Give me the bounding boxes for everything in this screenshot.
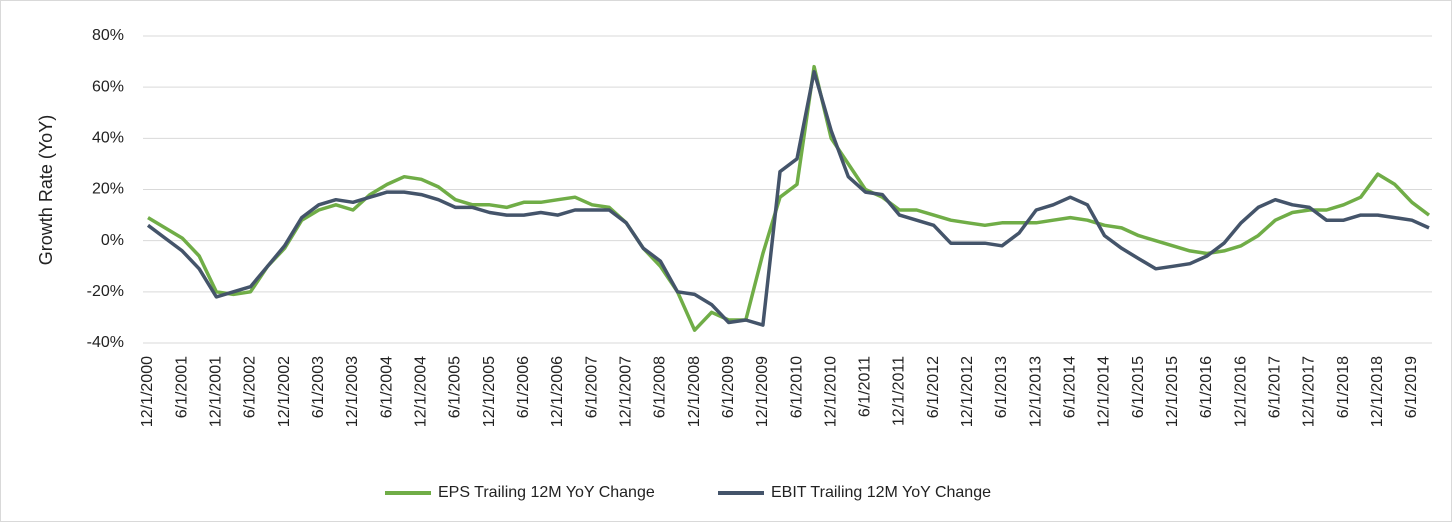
x-tick-label: 12/1/2012 (959, 356, 976, 427)
y-tick-label: 60% (92, 78, 124, 95)
x-tick-label: 6/1/2004 (378, 356, 395, 418)
x-tick-label: 6/1/2005 (447, 356, 464, 418)
x-tick-label: 12/1/2010 (822, 356, 839, 427)
x-tick-label: 6/1/2011 (857, 356, 874, 417)
y-tick-label: -20% (87, 283, 124, 300)
y-axis-label: Growth Rate (YoY) (36, 115, 56, 265)
x-tick-label: 6/1/2012 (925, 356, 942, 418)
x-tick-label: 12/1/2017 (1301, 356, 1318, 427)
x-tick-label: 12/1/2000 (139, 356, 156, 427)
y-tick-label: 80% (92, 27, 124, 44)
x-tick-label: 12/1/2016 (1232, 356, 1249, 427)
x-tick-label: 6/1/2008 (652, 356, 669, 418)
x-tick-label: 12/1/2008 (686, 356, 703, 427)
x-tick-label: 12/1/2004 (412, 356, 429, 427)
x-tick-label: 12/1/2001 (208, 356, 225, 427)
series-line (146, 70, 1430, 327)
x-tick-label: 12/1/2002 (276, 356, 293, 427)
y-tick-label: 20% (92, 181, 124, 198)
x-tick-label: 12/1/2013 (1027, 356, 1044, 427)
x-tick-label: 12/1/2003 (344, 356, 361, 427)
x-tick-label: 6/1/2014 (1062, 356, 1079, 418)
legend-label: EBIT Trailing 12M YoY Change (771, 484, 991, 501)
series-line (147, 64, 1431, 332)
x-tick-label: 12/1/2009 (754, 356, 771, 427)
legend-label: EPS Trailing 12M YoY Change (438, 484, 655, 501)
x-tick-label: 12/1/2011 (891, 356, 908, 426)
x-tick-label: 6/1/2007 (583, 356, 600, 418)
x-tick-label: 6/1/2019 (1403, 356, 1420, 418)
x-tick-label: 6/1/2015 (1130, 356, 1147, 418)
x-tick-label: 6/1/2002 (242, 356, 259, 418)
x-tick-label: 12/1/2007 (617, 356, 634, 427)
x-tick-label: 6/1/2016 (1198, 356, 1215, 418)
x-tick-label: 12/1/2018 (1369, 356, 1386, 427)
x-tick-label: 6/1/2017 (1266, 356, 1283, 418)
x-tick-label: 6/1/2013 (993, 356, 1010, 418)
x-tick-label: 6/1/2010 (788, 356, 805, 418)
x-tick-label: 12/1/2015 (1164, 356, 1181, 427)
y-tick-label: 0% (101, 232, 124, 249)
x-tick-label: 6/1/2009 (720, 356, 737, 418)
x-tick-label: 12/1/2014 (1096, 356, 1113, 427)
x-tick-label: 6/1/2001 (173, 356, 190, 418)
x-tick-label: 12/1/2006 (549, 356, 566, 427)
x-tick-label: 6/1/2018 (1335, 356, 1352, 418)
x-tick-label: 6/1/2003 (310, 356, 327, 418)
x-tick-label: 12/1/2005 (481, 356, 498, 427)
y-tick-label: 40% (92, 130, 124, 147)
x-tick-label: 6/1/2006 (515, 356, 532, 418)
y-tick-label: -40% (87, 334, 124, 351)
